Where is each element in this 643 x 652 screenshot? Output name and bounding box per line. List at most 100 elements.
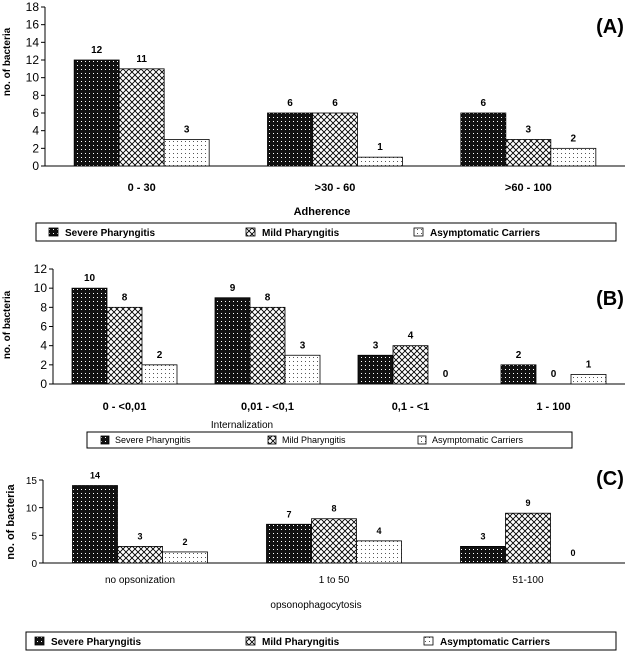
bar-c-severe-1 [266, 523, 312, 564]
bar-a-mild-0 [118, 68, 165, 167]
value-label-a-carriers-2: 2 [571, 133, 577, 144]
value-label-b-carriers-3: 1 [586, 359, 592, 370]
panel-b-ytick-label: 8 [40, 300, 47, 314]
legend-c-carriers-swatch [423, 636, 434, 646]
category-label-a-2: >60 - 100 [505, 182, 552, 194]
panel-b-chart: (B) no. of bacteria Internalization 0 2 4 6… [2, 262, 625, 449]
panel-b-ytick-label: 0 [40, 377, 47, 391]
panel-a-chart: (A) no. of bacteria Adherence 0 2 4 6 8 10 12 1… [2, 0, 625, 242]
legend-a-carriers-label: Asymptomatic Carriers [430, 228, 540, 239]
panel-b-ylabel: no. of bacteria [2, 290, 13, 359]
panel-b-legend: Severe Pharyngitis Mild Pharyngitis Asym… [86, 431, 573, 449]
bar-a-severe-1 [267, 112, 313, 167]
category-label-a-0: 0 - 30 [128, 182, 156, 194]
bar-a-severe-0 [73, 59, 120, 167]
bar-a-carriers-0 [163, 139, 210, 167]
bar-c-severe-0 [72, 485, 118, 564]
value-label-c-mild-2: 9 [525, 498, 530, 508]
category-label-b-0: 0 - <0,01 [103, 401, 147, 413]
panel-b-ytick-label: 6 [40, 320, 47, 334]
bar-b-mild-1 [249, 306, 286, 385]
value-label-c-carriers-1: 4 [376, 526, 381, 536]
category-label-b-3: 1 - 100 [536, 401, 570, 413]
category-label-a-1: >30 - 60 [315, 182, 356, 194]
legend-b-mild-swatch [267, 435, 277, 445]
bar-b-carriers-3 [570, 374, 607, 385]
panel-a-ytick-label: 8 [32, 88, 39, 102]
value-label-b-mild-1: 8 [265, 292, 271, 303]
legend-c-mild-swatch [245, 636, 256, 646]
legend-a-mild-label: Mild Pharyngitis [262, 228, 340, 239]
panel-a-label: (A) [596, 16, 624, 38]
value-label-a-carriers-0: 3 [184, 125, 190, 136]
panel-a-ylabel: no. of bacteria [2, 27, 13, 96]
legend-c-carriers-label: Asymptomatic Carriers [440, 637, 550, 648]
legend-c-mild-label: Mild Pharyngitis [262, 637, 340, 648]
value-label-b-carriers-0: 2 [157, 350, 163, 361]
value-label-a-mild-2: 3 [526, 125, 532, 136]
panel-a-ytick-label: 12 [26, 53, 40, 67]
bar-c-mild-2 [505, 512, 551, 564]
panel-a-ytick-label: 4 [32, 124, 39, 138]
bar-c-mild-0 [117, 546, 163, 564]
panel-c-ytick-label: 15 [26, 476, 38, 487]
bar-b-mild-0 [106, 306, 143, 385]
bar-b-severe-3 [500, 364, 537, 385]
bar-c-mild-1 [311, 518, 357, 564]
legend-a-carriers-swatch [413, 227, 424, 237]
value-label-a-carriers-1: 1 [377, 142, 383, 153]
panel-c-chart: (C) no. of bacteria opsonophagocytosis 0… [5, 468, 625, 651]
value-label-a-severe-0: 12 [91, 45, 103, 56]
category-label-b-1: 0,01 - <0,1 [241, 401, 294, 413]
category-label-c-2: 51-100 [512, 575, 544, 586]
panel-a-ytick-label: 0 [32, 159, 39, 173]
panel-a-xlabel: Adherence [294, 206, 351, 218]
panel-a-ytick-label: 10 [26, 71, 40, 85]
legend-a-mild-swatch [245, 227, 256, 237]
panel-b-xlabel: Internalization [211, 420, 273, 431]
legend-b-severe-label: Severe Pharyngitis [115, 435, 191, 445]
value-label-b-carriers-1: 3 [300, 340, 306, 351]
legend-a-severe-swatch [48, 227, 59, 237]
bar-c-carriers-0 [162, 551, 208, 564]
value-label-c-mild-1: 8 [331, 504, 336, 514]
category-label-b-2: 0,1 - <1 [392, 401, 430, 413]
bar-b-severe-0 [71, 287, 108, 385]
bar-a-mild-2 [505, 139, 552, 167]
panel-c-ylabel: no. of bacteria [5, 484, 17, 560]
value-label-b-mild-3: 0 [551, 369, 557, 380]
value-label-b-mild-0: 8 [122, 292, 128, 303]
panel-c-label: (C) [596, 468, 624, 490]
panel-b-ytick-label: 4 [40, 339, 47, 353]
legend-b-mild-label: Mild Pharyngitis [282, 435, 346, 445]
value-label-a-severe-1: 6 [287, 98, 293, 109]
value-label-c-carriers-0: 2 [182, 537, 187, 547]
bar-b-mild-2 [392, 345, 429, 385]
panel-c-ytick-label: 5 [31, 531, 37, 542]
bar-c-carriers-1 [356, 540, 402, 564]
panel-a-ytick-label: 14 [26, 35, 40, 49]
value-label-c-severe-0: 14 [90, 471, 100, 481]
panel-a-ytick-label: 6 [32, 106, 39, 120]
value-label-a-severe-2: 6 [481, 98, 487, 109]
panel-b-ytick-label: 2 [40, 358, 47, 372]
bar-a-mild-1 [312, 112, 358, 167]
panel-a-legend: Severe Pharyngitis Mild Pharyngitis Asym… [35, 222, 617, 242]
legend-c-severe-label: Severe Pharyngitis [51, 637, 141, 648]
panel-a-ytick-label: 16 [26, 18, 40, 32]
panel-b-ytick-label: 10 [34, 281, 48, 295]
value-label-b-mild-2: 4 [408, 331, 414, 342]
panel-b-label: (B) [596, 288, 624, 310]
value-label-b-severe-3: 2 [516, 350, 522, 361]
bar-b-severe-2 [357, 354, 394, 385]
legend-b-carriers-label: Asymptomatic Carriers [432, 435, 524, 445]
value-label-c-severe-1: 7 [286, 509, 291, 519]
category-label-c-0: no opsonization [105, 575, 175, 586]
bar-a-carriers-1 [357, 156, 403, 167]
panel-c-legend: Severe Pharyngitis Mild Pharyngitis Asym… [25, 631, 617, 651]
panel-c-ytick-label: 10 [26, 504, 38, 515]
value-label-b-severe-1: 9 [230, 283, 236, 294]
legend-b-carriers-swatch [417, 435, 427, 445]
legend-b-severe-swatch [100, 435, 110, 445]
